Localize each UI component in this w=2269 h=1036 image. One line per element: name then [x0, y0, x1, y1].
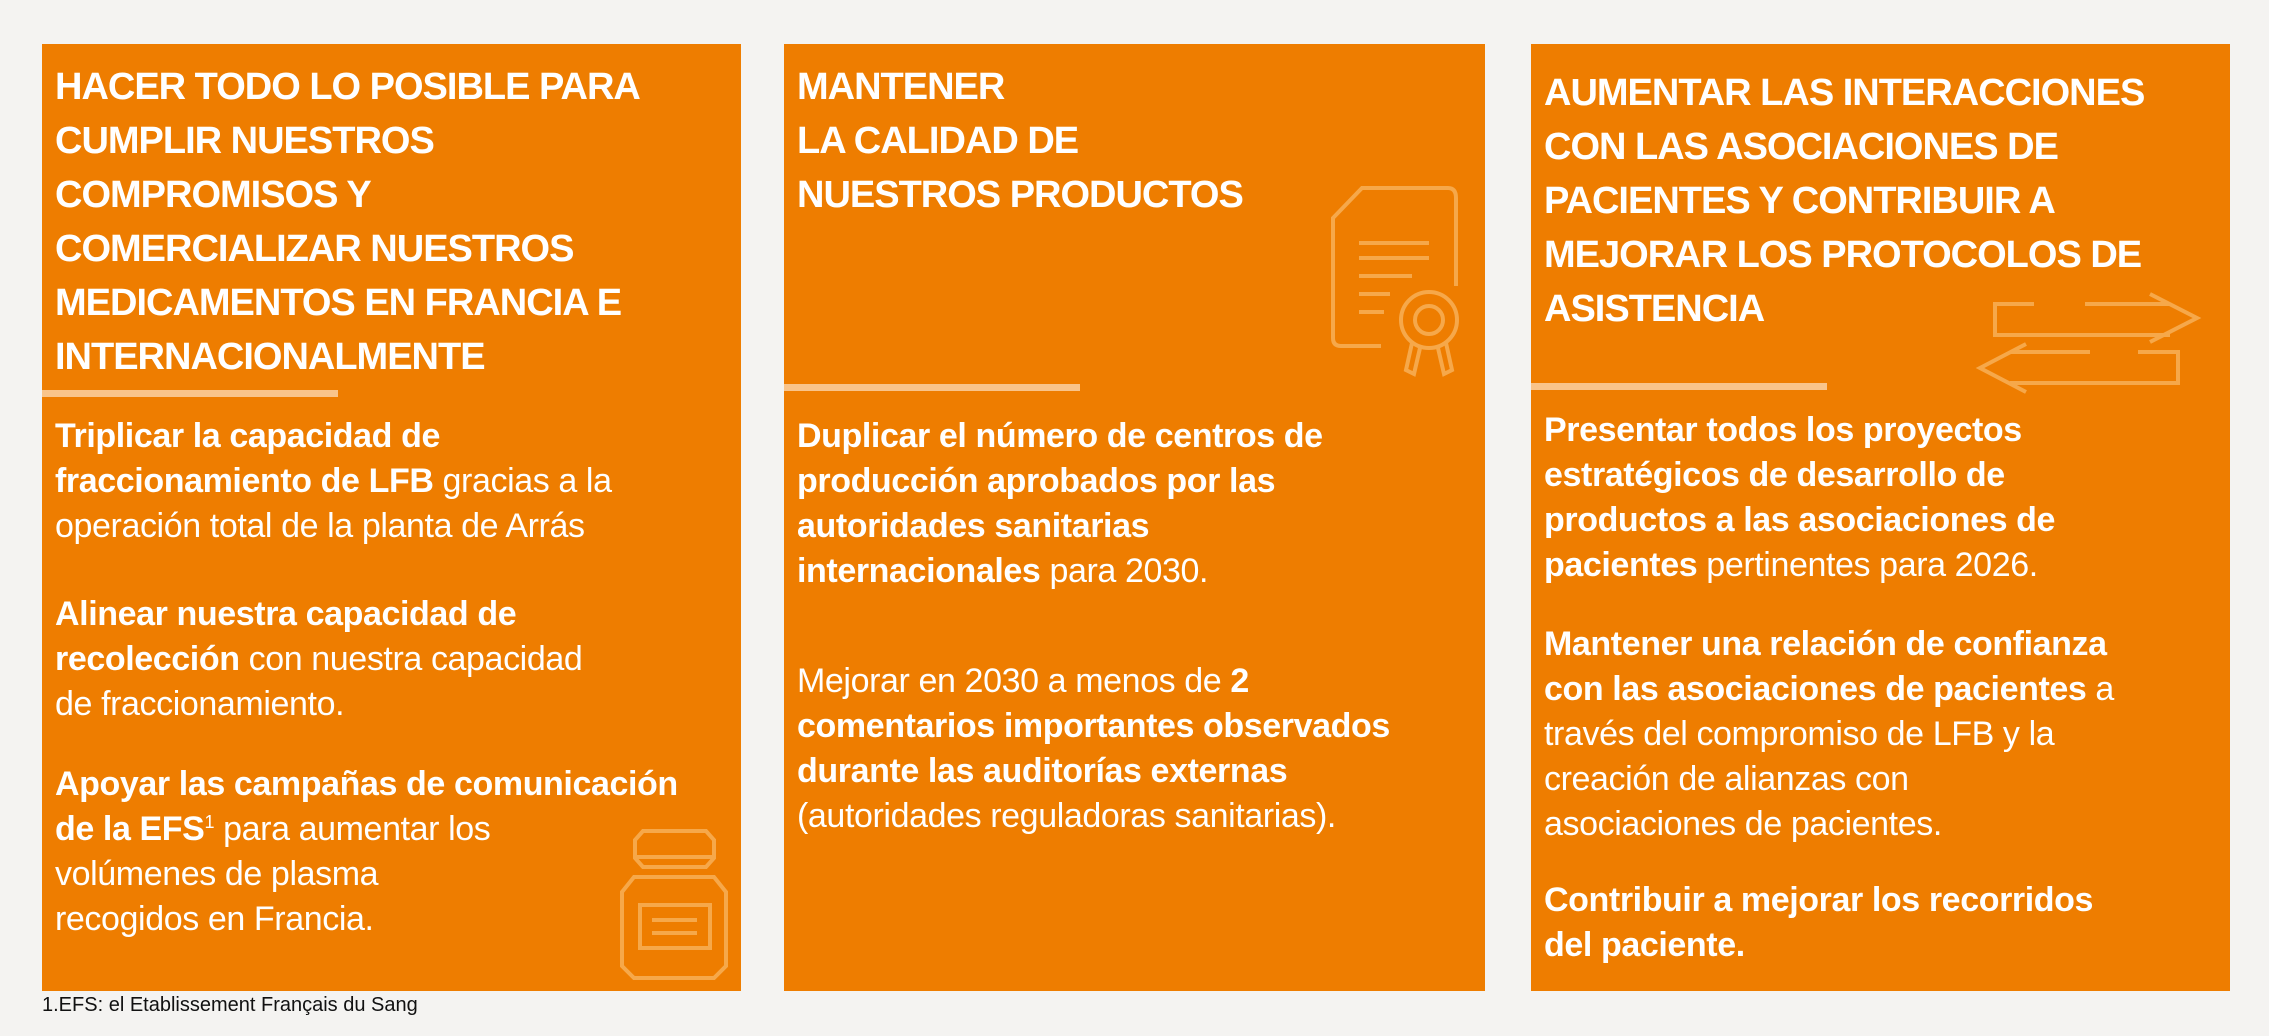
panel-title-line: CUMPLIR NUESTROS — [55, 120, 435, 162]
text: operación total de la planta de Arrás — [55, 507, 585, 545]
text: pertinentes para 2026. — [1697, 546, 2038, 584]
divider — [784, 384, 1080, 391]
paragraph-line: asociaciones de pacientes. — [1544, 802, 2114, 847]
text: de fraccionamiento. — [55, 685, 345, 723]
objective-paragraph: Apoyar las campañas de comunicación de la… — [55, 762, 678, 942]
objective-paragraph: Triplicar la capacidad de fraccionamiento… — [55, 414, 612, 549]
bold-text: comentarios importantes observados — [797, 707, 1390, 745]
paragraph-line: internacionales para 2030. — [797, 549, 1323, 594]
panel-title-line: AUMENTAR LAS INTERACCIONES — [1544, 72, 2145, 114]
text: gracias a la — [433, 462, 612, 500]
paragraph-line: Contribuir a mejorar los recorridos — [1544, 878, 2093, 923]
panel-title-line: NUESTROS PRODUCTOS — [797, 174, 1244, 216]
paragraph-line: comentarios importantes observados — [797, 704, 1390, 749]
bold-text: Apoyar las campañas de comunicación — [55, 765, 678, 803]
objective-paragraph: Contribuir a mejorar los recorridos del p… — [1544, 878, 2093, 968]
bold-text: internacionales — [797, 552, 1041, 590]
paragraph-line: estratégicos de desarrollo de — [1544, 453, 2055, 498]
divider — [42, 390, 338, 397]
paragraph-line: del paciente. — [1544, 923, 2093, 968]
objective-panel-commitments: HACER TODO LO POSIBLE PARA CUMPLIR NUESTR… — [42, 44, 741, 991]
paragraph-line: Duplicar el número de centros de — [797, 414, 1323, 459]
bold-text: Mantener una relación de confianza — [1544, 625, 2107, 663]
text: recogidos en Francia. — [55, 900, 374, 938]
bold-text: Triplicar la capacidad de — [55, 417, 440, 455]
paragraph-line: durante las auditorías externas — [797, 749, 1390, 794]
objective-paragraph: Alinear nuestra capacidad de recolección … — [55, 592, 583, 727]
paragraph-line: recogidos en Francia. — [55, 897, 678, 942]
bold-text: estratégicos de desarrollo de — [1544, 456, 2005, 494]
bold-text: con las asociaciones de pacientes — [1544, 670, 2087, 708]
panel-title-line: MEJORAR LOS PROTOCOLOS DE — [1544, 234, 2142, 276]
text: creación de alianzas con — [1544, 760, 1909, 798]
panel-title-line: CON LAS ASOCIACIONES DE — [1544, 126, 2059, 168]
panel-title: MANTENER LA CALIDAD DE NUESTROS PRODUCTOS — [797, 60, 1244, 222]
text: con nuestra capacidad — [239, 640, 583, 678]
bold-text: fraccionamiento de LFB — [55, 462, 434, 500]
paragraph-line: través del compromiso de LFB y la — [1544, 712, 2114, 757]
bold-text: productos a las asociaciones de — [1544, 501, 2056, 539]
paragraph-line: volúmenes de plasma — [55, 852, 678, 897]
paragraph-line: Alinear nuestra capacidad de — [55, 592, 582, 637]
bold-text: producción aprobados por las — [797, 462, 1276, 500]
panel-title-line: PACIENTES Y CONTRIBUIR A — [1544, 180, 2056, 222]
paragraph-line: creación de alianzas con — [1544, 757, 2114, 802]
panel-title-line: INTERNACIONALMENTE — [55, 336, 486, 378]
paragraph-line: Presentar todos los proyectos — [1544, 408, 2055, 453]
bold-text: Presentar todos los proyectos — [1544, 411, 2022, 449]
paragraph-line: de fraccionamiento. — [55, 682, 582, 727]
bold-text: de la EFS — [55, 810, 205, 848]
bold-text: recolección — [55, 640, 240, 678]
bold-text: pacientes — [1544, 546, 1698, 584]
bold-text: Duplicar el número de centros de — [797, 417, 1323, 455]
text: para aumentar los — [214, 810, 491, 848]
paragraph-line: pacientes pertinentes para 2026. — [1544, 543, 2055, 588]
bold-text: autoridades sanitarias — [797, 507, 1150, 545]
objective-panel-patients: AUMENTAR LAS INTERACCIONES CON LAS ASOCIA… — [1531, 44, 2230, 991]
objective-paragraph: Mantener una relación de confianza con la… — [1544, 622, 2114, 847]
panel-title: HACER TODO LO POSIBLE PARA CUMPLIR NUESTR… — [55, 60, 641, 384]
text: para 2030. — [1040, 552, 1209, 590]
paragraph-line: Triplicar la capacidad de — [55, 414, 612, 459]
text: Mejorar en 2030 a menos de — [797, 662, 1231, 700]
panel-title-line: LA CALIDAD DE — [797, 120, 1079, 162]
paragraph-line: con las asociaciones de pacientes a — [1544, 667, 2114, 712]
paragraph-line: recolección con nuestra capacidad — [55, 637, 583, 682]
panel-title: AUMENTAR LAS INTERACCIONES CON LAS ASOCIA… — [1544, 66, 2145, 336]
text: asociaciones de pacientes. — [1544, 805, 1942, 843]
paragraph-line: producción aprobados por las — [797, 459, 1323, 504]
text: volúmenes de plasma — [55, 855, 379, 893]
panel-title-line: MANTENER — [797, 66, 1005, 108]
objective-paragraph: Presentar todos los proyectos estratégico… — [1544, 408, 2055, 588]
paragraph-line: autoridades sanitarias — [797, 504, 1323, 549]
panel-title-line: COMERCIALIZAR NUESTROS — [55, 228, 574, 270]
bold-text: Contribuir a mejorar los recorridos — [1544, 881, 2094, 919]
bold-text: Alinear nuestra capacidad de — [55, 595, 517, 633]
objective-panel-quality: MANTENER LA CALIDAD DE NUESTROS PRODUCTOS … — [784, 44, 1485, 991]
paragraph-line: operación total de la planta de Arrás — [55, 504, 612, 549]
bold-text: durante las auditorías externas — [797, 752, 1288, 790]
objective-paragraph: Mejorar en 2030 a menos de 2 comentarios … — [797, 659, 1390, 839]
paragraph-line: (autoridades reguladoras sanitarias). — [797, 794, 1390, 839]
bold-text: 2 — [1230, 662, 1249, 700]
text: (autoridades reguladoras sanitarias). — [797, 797, 1336, 835]
paragraph-line: productos a las asociaciones de — [1544, 498, 2055, 543]
panel-title-line: MEDICAMENTOS EN FRANCIA E — [55, 282, 622, 324]
paragraph-line: Mejorar en 2030 a menos de 2 — [797, 659, 1390, 704]
paragraph-line: Apoyar las campañas de comunicación — [55, 762, 678, 807]
divider — [1531, 383, 1827, 390]
panel-title-line: COMPROMISOS Y — [55, 174, 372, 216]
objective-paragraph: Duplicar el número de centros de producci… — [797, 414, 1323, 594]
text: a — [2086, 670, 2114, 708]
panel-title-line: ASISTENCIA — [1544, 288, 1765, 330]
footnote-marker: 1 — [204, 812, 215, 832]
paragraph-line: Mantener una relación de confianza — [1544, 622, 2114, 667]
paragraph-line: fraccionamiento de LFB gracias a la — [55, 459, 612, 504]
paragraph-line: de la EFS1 para aumentar los — [55, 807, 678, 852]
footnote: 1.EFS: el Etablissement Français du Sang — [42, 994, 418, 1016]
panel-title-line: HACER TODO LO POSIBLE PARA — [55, 66, 641, 108]
bold-text: del paciente. — [1544, 926, 1745, 964]
text: través del compromiso de LFB y la — [1544, 715, 2055, 753]
